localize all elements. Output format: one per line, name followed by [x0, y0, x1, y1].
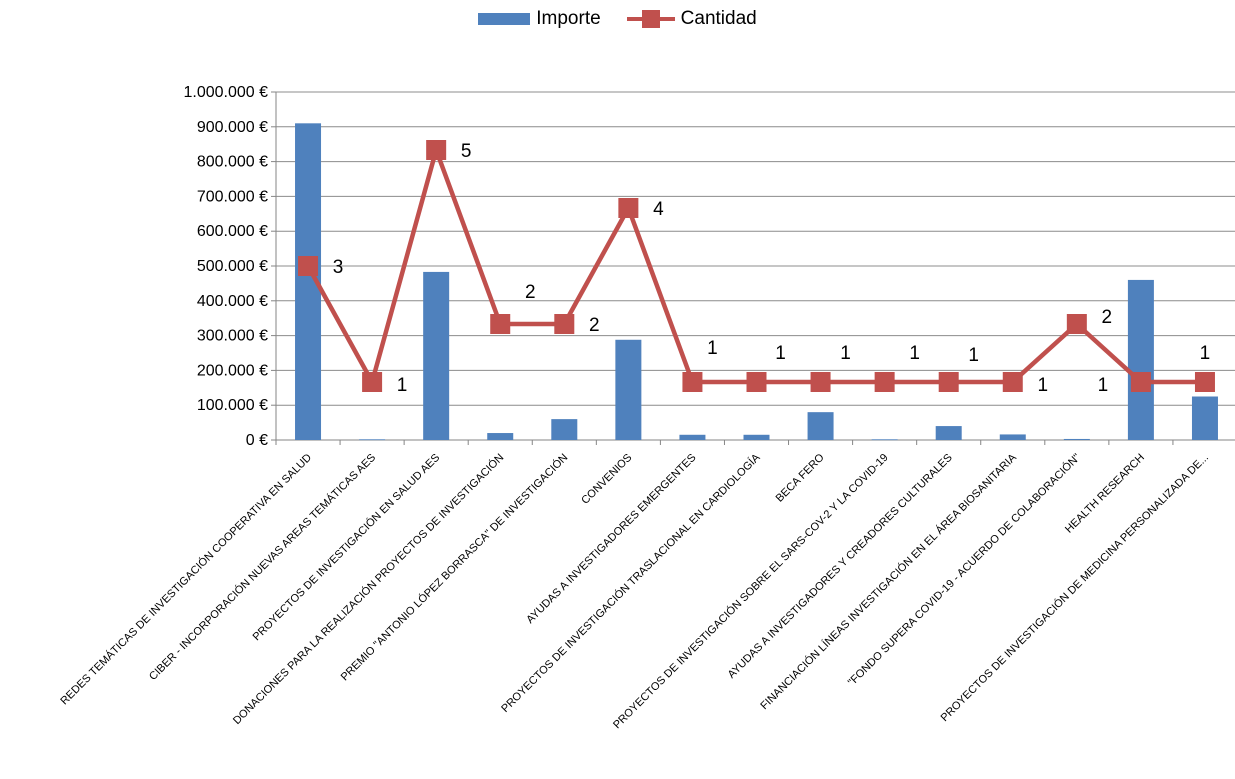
line-marker: [1002, 372, 1023, 392]
line-marker: [298, 256, 319, 276]
bar: [1191, 396, 1218, 440]
legend-label-cantidad: Cantidad: [680, 8, 757, 29]
x-tick-label: PREMIO "ANTONIO LÓPEZ BORRASCA" DE INVES…: [338, 451, 570, 683]
x-tick-label: BECA FERO: [774, 451, 827, 504]
bar: [871, 439, 898, 441]
line-marker: [490, 314, 511, 334]
legend-item-cantidad: Cantidad: [626, 8, 757, 30]
x-tick-label: CONVENIOS: [579, 452, 634, 507]
y-tick-label: 1.000.000 €: [183, 84, 268, 101]
bar: [679, 434, 706, 440]
data-label: 2: [1102, 307, 1113, 328]
y-tick-label: 900.000 €: [197, 119, 268, 136]
y-tick-label: 400.000 €: [197, 293, 268, 310]
bar: [1063, 438, 1090, 440]
x-tick-label: "FONDO SUPERA COVID-19 - ACUERDO DE COLA…: [845, 451, 1083, 689]
line-marker: [746, 372, 767, 392]
line-marker: [1066, 314, 1087, 334]
bar: [807, 412, 834, 440]
y-tick-label: 500.000 €: [197, 258, 268, 275]
x-tick-label: CIBER - INCORPORACIÓN NUEVAS AREAS TEMÁT…: [146, 451, 378, 683]
line-marker: [682, 372, 703, 392]
data-label: 5: [461, 141, 472, 162]
data-label: 1: [840, 343, 851, 364]
y-tick-label: 0 €: [246, 432, 268, 449]
data-label: 4: [653, 199, 664, 220]
bar: [615, 339, 642, 440]
data-label: 2: [525, 282, 536, 303]
legend-bar-swatch: [478, 13, 531, 25]
data-label: 1: [1037, 375, 1048, 396]
line-marker: [1194, 372, 1215, 392]
data-label: 1: [707, 338, 718, 359]
line-marker: [362, 372, 383, 392]
data-label: 1: [909, 343, 920, 364]
y-tick-label: 300.000 €: [197, 328, 268, 345]
bar: [743, 434, 770, 440]
y-tick-label: 200.000 €: [197, 362, 268, 379]
line-marker: [874, 372, 895, 392]
line-marker: [554, 314, 575, 334]
data-label: 1: [775, 343, 786, 364]
x-tick-label: AYUDAS A INVESTIGADORES Y CREADORES CULT…: [726, 452, 955, 681]
y-tick-label: 100.000 €: [197, 397, 268, 414]
legend-label-importe: Importe: [536, 8, 601, 29]
data-label: 2: [589, 315, 600, 336]
bar: [359, 439, 386, 441]
bar: [935, 426, 962, 440]
y-tick-label: 700.000 €: [197, 188, 268, 205]
line-marker: [810, 372, 831, 392]
data-label: 1: [1098, 375, 1109, 396]
legend-line-swatch: [626, 10, 675, 28]
bar: [551, 419, 578, 440]
bar: [423, 271, 450, 440]
data-label: 1: [1200, 343, 1211, 364]
line-marker: [426, 140, 447, 160]
bar: [999, 434, 1026, 440]
data-label: 1: [968, 345, 979, 366]
line-marker: [938, 372, 959, 392]
data-label: 3: [333, 257, 344, 278]
x-tick-label: REDES TEMÁTICAS DE INVESTIGACIÓN COOPERA…: [58, 451, 314, 707]
line-marker: [1130, 372, 1151, 392]
data-label: 1: [397, 375, 408, 396]
y-tick-label: 600.000 €: [197, 223, 268, 240]
legend: Importe Cantidad: [0, 8, 1235, 30]
legend-item-importe: Importe: [478, 8, 601, 30]
y-tick-label: 800.000 €: [197, 154, 268, 171]
bar: [1127, 279, 1154, 440]
bar: [487, 433, 514, 440]
line-marker: [618, 198, 639, 218]
